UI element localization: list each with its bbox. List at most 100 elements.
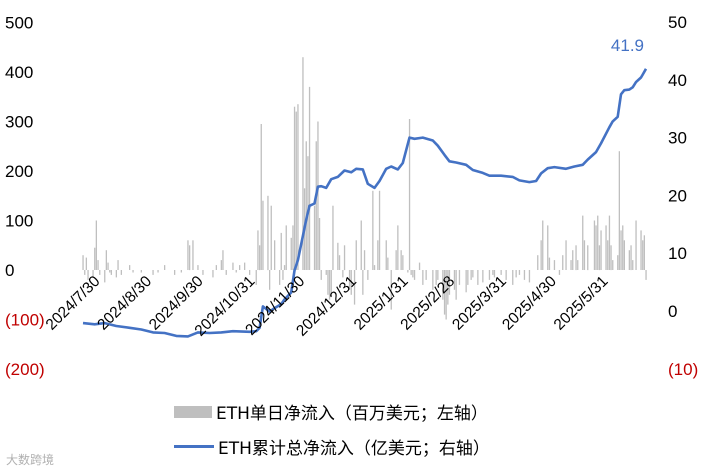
inflow-bar — [577, 260, 579, 270]
inflow-bar — [553, 260, 556, 270]
inflow-bar — [244, 262, 246, 270]
inflow-bar — [413, 270, 416, 280]
inflow-bar — [337, 242, 339, 270]
inflow-bar — [82, 255, 84, 270]
inflow-bar — [465, 270, 467, 293]
inflow-bar — [493, 270, 496, 278]
legend-bar-label: ETH单日净流入（百万美元；左轴） — [216, 404, 488, 424]
inflow-bar — [285, 225, 287, 270]
inflow-bar — [212, 270, 214, 278]
inflow-bar — [477, 270, 479, 285]
inflow-bar — [363, 250, 366, 270]
inflow-bar — [515, 270, 517, 278]
inflow-bar — [157, 270, 159, 273]
inflow-bar — [455, 270, 457, 300]
inflow-bar — [274, 240, 276, 270]
inflow-bar — [95, 220, 97, 270]
inflow-bar — [608, 215, 611, 270]
inflow-bar — [435, 270, 437, 285]
inflow-bar — [367, 270, 369, 280]
inflow-bar — [448, 270, 451, 295]
left-axis-tick-label: 500 — [5, 14, 33, 33]
inflow-bar — [482, 270, 484, 283]
inflow-bar — [140, 270, 142, 273]
inflow-bar — [537, 255, 539, 270]
inflow-bar — [408, 119, 411, 270]
inflow-bar — [129, 265, 131, 270]
inflow-bar — [350, 270, 352, 295]
inflow-bar — [120, 270, 122, 275]
inflow-bar — [220, 260, 222, 270]
inflow-bar — [593, 220, 596, 270]
inflow-bar — [572, 250, 574, 270]
left-axis-tick-label: (200) — [5, 360, 45, 379]
inflow-bar — [565, 240, 567, 270]
inflow-bar — [257, 230, 259, 270]
inflow-bar — [332, 205, 334, 270]
inflow-bar — [432, 270, 434, 290]
inflow-bar — [305, 141, 307, 270]
inflow-bar — [360, 220, 362, 270]
inflow-bar — [635, 220, 637, 270]
last-value-label: 41.9 — [611, 36, 644, 55]
inflow-bar — [362, 270, 364, 295]
inflow-bar — [467, 270, 469, 285]
inflow-bar — [295, 111, 297, 270]
inflow-bar — [548, 257, 551, 270]
legend-line-entry: ETH累计总净流入（亿美元；右轴） — [174, 434, 490, 459]
inflow-bar — [292, 225, 294, 270]
inflow-bar — [597, 215, 599, 270]
inflow-bar — [400, 250, 402, 270]
inflow-bar — [445, 270, 447, 320]
right-axis-tick-label: 20 — [668, 186, 687, 205]
legend-line-swatch — [174, 445, 214, 448]
inflow-bar — [318, 218, 321, 270]
cumulative-inflow-line — [82, 68, 648, 338]
inflow-bar — [180, 270, 182, 273]
inflow-bar — [348, 270, 351, 290]
inflow-bar — [235, 270, 237, 273]
inflow-bar — [225, 270, 227, 275]
inflow-bar — [92, 270, 94, 278]
inflow-bar — [547, 225, 549, 270]
inflow-bar — [595, 225, 597, 270]
inflow-bar — [620, 230, 622, 270]
inflow-bar — [642, 240, 644, 270]
inflow-bar — [402, 255, 404, 270]
inflow-bar — [377, 240, 379, 270]
inflow-bar — [540, 240, 542, 270]
inflow-bar — [523, 270, 526, 280]
inflow-bar — [570, 260, 572, 270]
inflow-bar — [373, 265, 376, 270]
inflow-bar — [437, 270, 439, 280]
inflow-bar — [283, 265, 286, 270]
inflow-bar — [575, 245, 577, 271]
x-axis-tick-label: 2024/8/30 — [94, 273, 155, 334]
daily-inflow-bars — [82, 57, 647, 320]
inflow-bar — [104, 270, 106, 283]
inflow-bar — [338, 255, 341, 270]
inflow-bar — [587, 245, 589, 271]
inflow-bar — [442, 270, 444, 300]
inflow-bar — [562, 255, 564, 270]
inflow-bar — [342, 270, 344, 278]
inflow-bar — [343, 245, 346, 271]
inflow-bar — [488, 270, 491, 280]
inflow-bar — [115, 270, 117, 278]
inflow-bar — [443, 270, 446, 315]
left-axis-ticks: 500 400 300 200 100 0 (100) (200) — [5, 14, 45, 380]
inflow-bar — [99, 270, 101, 275]
inflow-bar — [395, 250, 397, 270]
inflow-bar — [512, 270, 514, 285]
inflow-bar — [202, 270, 204, 275]
inflow-bar — [355, 240, 357, 270]
inflow-bar — [623, 240, 625, 270]
inflow-bar — [255, 270, 257, 285]
legend-bar-swatch — [174, 405, 212, 418]
inflow-bar — [315, 141, 317, 270]
inflow-bar — [260, 124, 262, 270]
right-axis-tick-label: 0 — [668, 302, 677, 321]
inflow-bar — [249, 270, 251, 275]
inflow-bar — [267, 195, 269, 271]
inflow-bar — [612, 260, 614, 270]
